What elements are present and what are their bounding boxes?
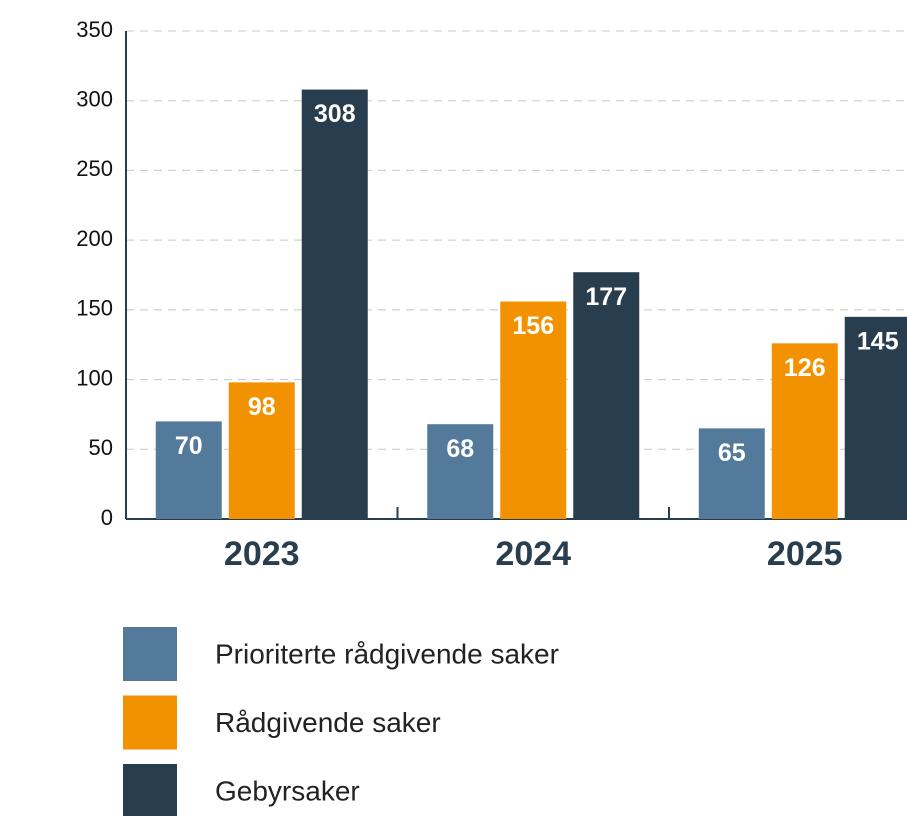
legend-label: Gebyrsaker	[215, 775, 360, 806]
bar	[500, 301, 567, 519]
value-label: 65	[718, 439, 746, 467]
y-tick-label: 350	[76, 17, 113, 42]
bar	[155, 421, 222, 519]
bar	[771, 343, 838, 519]
bar	[698, 428, 765, 519]
y-tick-label: 50	[89, 435, 113, 460]
y-tick-label: 300	[76, 87, 113, 112]
bar	[427, 424, 494, 519]
legend-label: Prioriterte rådgivende saker	[215, 638, 559, 669]
value-label: 98	[248, 393, 276, 421]
bar	[301, 89, 368, 519]
legend-swatch	[123, 764, 177, 816]
y-tick-label: 200	[76, 226, 113, 251]
value-label: 156	[512, 312, 554, 340]
value-label: 68	[446, 435, 474, 463]
legend-label: Rådgivende saker	[215, 707, 441, 738]
value-label: 177	[585, 283, 627, 311]
y-tick-label: 100	[76, 365, 113, 390]
value-label: 308	[314, 100, 356, 128]
category-label: 2024	[495, 535, 571, 573]
value-label: 70	[175, 432, 203, 460]
bar	[228, 382, 295, 519]
bar	[844, 316, 907, 519]
category-label: 2023	[224, 535, 300, 573]
value-label: 126	[784, 354, 826, 382]
bar	[573, 272, 640, 519]
value-label: 145	[857, 327, 899, 355]
legend-swatch	[123, 627, 177, 681]
y-tick-label: 250	[76, 156, 113, 181]
category-label: 2025	[767, 535, 843, 573]
legend-swatch	[123, 695, 177, 750]
y-tick-label: 0	[101, 505, 113, 530]
y-tick-label: 150	[76, 296, 113, 321]
